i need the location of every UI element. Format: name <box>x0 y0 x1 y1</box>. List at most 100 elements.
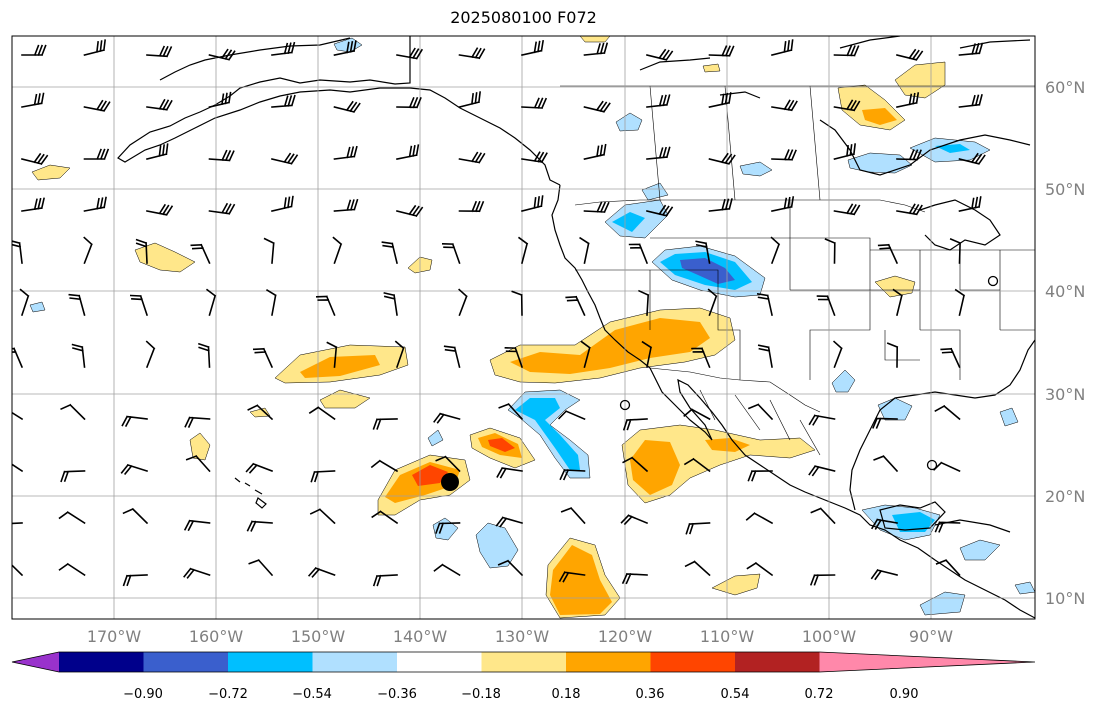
wind-barb <box>183 519 211 532</box>
wind-barb <box>873 455 899 473</box>
contour-positive-region <box>31 164 71 181</box>
wind-barb <box>824 238 836 264</box>
wind-barb <box>565 295 586 317</box>
wind-barb <box>646 94 671 108</box>
wind-barb <box>684 560 711 577</box>
wind-barb <box>146 203 174 216</box>
wind-barb <box>620 514 649 526</box>
wind-barb <box>458 91 481 108</box>
open-circle-marker <box>926 459 938 471</box>
wind-barb <box>683 457 711 473</box>
wind-barb <box>83 39 106 56</box>
wind-barb <box>622 456 649 473</box>
wind-barb <box>958 42 984 56</box>
wind-barb <box>940 347 961 369</box>
wind-barb <box>190 243 211 265</box>
wind-barb <box>833 143 856 160</box>
map-panel <box>12 36 1035 619</box>
wind-barb <box>21 197 45 212</box>
contour-negative-region <box>999 407 1019 427</box>
wind-barb <box>958 196 982 212</box>
wind-barb <box>83 99 111 112</box>
wind-barb <box>646 48 674 61</box>
wind-barb <box>559 468 586 481</box>
colorbar-bin <box>397 652 482 672</box>
lat-label: 20°N <box>1045 487 1085 506</box>
wind-barb <box>579 236 590 264</box>
wind-barb <box>263 237 275 264</box>
wind-barb <box>383 292 398 316</box>
wind-barb <box>435 455 461 473</box>
coastline-gulf <box>849 339 1035 511</box>
wind-barb <box>21 152 49 166</box>
wind-barb <box>871 518 898 530</box>
wind-barb <box>809 574 836 586</box>
wind-barb <box>145 340 156 369</box>
wind-barb <box>622 418 648 431</box>
contour-positive-region <box>894 61 946 99</box>
wind-barb <box>135 238 148 264</box>
wind-barb <box>747 403 774 421</box>
colorbar <box>11 651 1036 673</box>
wind-barb <box>958 152 986 165</box>
contour-positive-region <box>319 389 371 409</box>
wind-barb <box>771 99 798 112</box>
border-mexico-states <box>699 389 821 456</box>
wind-barb <box>21 92 45 108</box>
colorbar-bin <box>650 652 736 672</box>
wind-barb <box>583 143 607 160</box>
contour-positive-core <box>630 440 680 495</box>
border-canada-provinces <box>560 85 1035 201</box>
wind-barb <box>511 290 523 316</box>
wind-barb <box>877 243 899 265</box>
lon-label: 130°W <box>495 627 550 646</box>
colorbar-bin <box>312 652 398 672</box>
wind-barb <box>12 522 23 525</box>
wind-barb <box>833 203 861 216</box>
wind-barb <box>83 148 110 160</box>
open-circle-marker <box>619 399 631 411</box>
wind-barb <box>691 347 711 369</box>
wind-barb <box>435 522 461 534</box>
wind-barb <box>621 572 648 585</box>
wind-barb <box>372 574 398 587</box>
wind-barb <box>372 418 398 430</box>
wind-barb <box>12 411 24 421</box>
wind-barb <box>58 511 86 525</box>
wind-barb <box>580 340 591 368</box>
contour-positive-core <box>300 355 380 378</box>
wind-barb <box>872 417 898 429</box>
wind-barb <box>886 342 899 368</box>
coastline-alaska-north <box>159 37 351 81</box>
contour-positive-region <box>579 36 611 43</box>
lon-label: 110°W <box>700 627 755 646</box>
contour-positive-core <box>510 318 710 374</box>
contour-positive-core <box>862 108 897 125</box>
wind-barb <box>833 45 860 57</box>
lon-label: 140°W <box>393 627 448 646</box>
colorbar-bin <box>566 652 651 672</box>
wind-barb <box>19 288 30 317</box>
wind-barb <box>122 507 149 525</box>
coastline-hawaii <box>234 477 267 509</box>
wind-barb <box>396 47 423 60</box>
wind-barb <box>708 198 733 212</box>
wind-barb <box>121 415 148 427</box>
wind-barb <box>896 48 924 61</box>
wind-barb <box>521 39 545 56</box>
wind-barb <box>433 563 461 577</box>
contour-negative-core <box>515 398 580 470</box>
contour-negative-region <box>739 161 773 177</box>
wind-barb <box>707 288 718 317</box>
wind-barb <box>521 195 544 212</box>
wind-barb <box>521 97 548 110</box>
wind-barb <box>685 522 711 535</box>
wind-barb <box>183 567 211 579</box>
wind-barb <box>208 202 236 215</box>
wind-barb <box>370 459 399 473</box>
wind-barbs <box>12 39 986 587</box>
lat-label: 60°N <box>1045 78 1085 97</box>
wind-barb <box>371 510 399 525</box>
wind-barb <box>816 295 836 317</box>
